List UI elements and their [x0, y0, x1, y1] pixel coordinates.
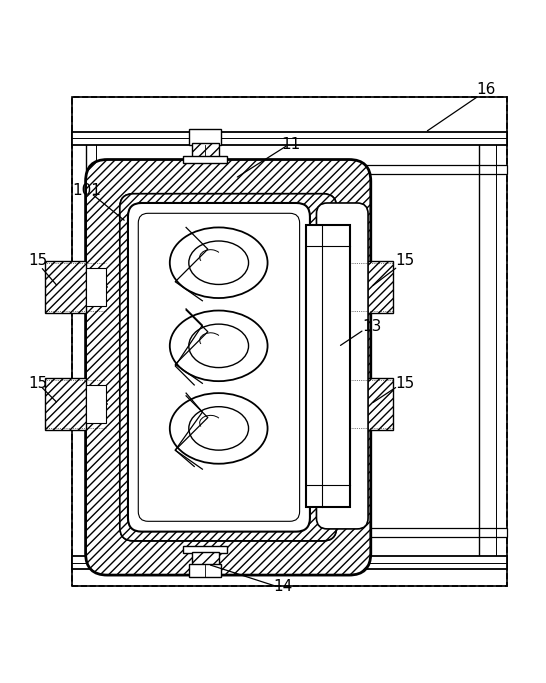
Text: 15: 15: [28, 376, 48, 391]
Text: 11: 11: [281, 137, 300, 152]
Ellipse shape: [170, 311, 268, 381]
Bar: [72, 555, 507, 568]
FancyBboxPatch shape: [120, 194, 336, 541]
Ellipse shape: [170, 227, 268, 298]
Bar: [352, 262, 393, 313]
Bar: [189, 564, 221, 577]
Text: 14: 14: [273, 579, 292, 594]
Bar: [72, 97, 507, 586]
Bar: [45, 378, 86, 430]
Bar: [331, 385, 352, 423]
Bar: [183, 156, 227, 163]
Bar: [306, 225, 350, 507]
Bar: [331, 268, 352, 307]
Bar: [360, 165, 507, 174]
Text: 15: 15: [395, 376, 414, 391]
Bar: [86, 385, 106, 423]
Bar: [72, 97, 507, 586]
FancyBboxPatch shape: [120, 194, 336, 541]
Text: 101: 101: [72, 183, 101, 198]
Text: 15: 15: [395, 253, 414, 268]
FancyBboxPatch shape: [128, 203, 310, 531]
Ellipse shape: [189, 324, 248, 367]
Bar: [189, 128, 221, 145]
Text: 15: 15: [28, 253, 48, 268]
Text: 16: 16: [477, 83, 496, 98]
Bar: [72, 97, 507, 586]
Ellipse shape: [170, 393, 268, 464]
Bar: [72, 132, 507, 145]
Bar: [192, 552, 219, 566]
Bar: [45, 262, 86, 313]
FancyBboxPatch shape: [86, 160, 371, 575]
Bar: [86, 268, 106, 307]
Bar: [352, 378, 393, 430]
Bar: [192, 143, 219, 157]
Ellipse shape: [189, 406, 248, 450]
FancyBboxPatch shape: [317, 203, 368, 529]
Bar: [183, 546, 227, 553]
Ellipse shape: [189, 241, 248, 284]
Text: 13: 13: [363, 319, 382, 333]
Bar: [360, 529, 507, 537]
